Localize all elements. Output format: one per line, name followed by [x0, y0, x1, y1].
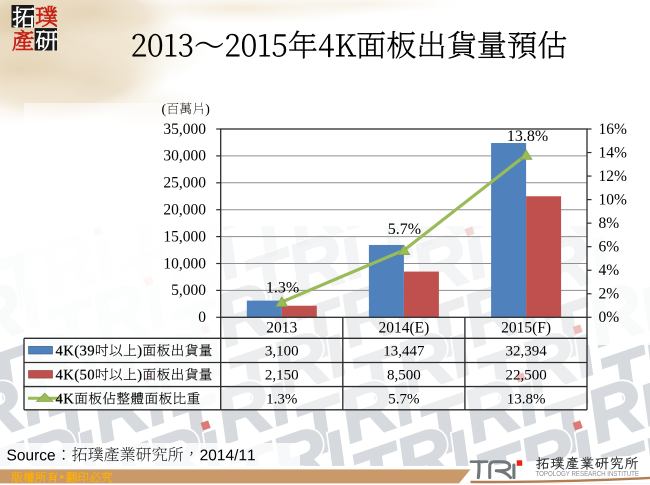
svg-text:1.3%: 1.3% — [266, 279, 299, 296]
svg-text:10%: 10% — [599, 191, 628, 208]
svg-text:8%: 8% — [599, 215, 620, 232]
svg-text:25,000: 25,000 — [163, 175, 206, 192]
svg-text:TOPOLOGY RESEARCH INSTITUTE: TOPOLOGY RESEARCH INSTITUTE — [536, 469, 640, 478]
svg-text:1.3%: 1.3% — [266, 391, 297, 407]
svg-text:4%: 4% — [599, 262, 620, 279]
svg-text:2015(F): 2015(F) — [501, 320, 551, 337]
svg-text:2013: 2013 — [266, 320, 297, 337]
svg-text:16%: 16% — [599, 121, 628, 138]
svg-text:2,150: 2,150 — [265, 367, 299, 383]
svg-text:0%: 0% — [599, 309, 620, 326]
svg-text:30,000: 30,000 — [163, 148, 206, 165]
svg-text:20,000: 20,000 — [163, 202, 206, 219]
svg-text:15,000: 15,000 — [163, 228, 206, 245]
svg-text:13.8%: 13.8% — [507, 128, 548, 145]
svg-text:2014(E): 2014(E) — [379, 320, 430, 337]
svg-text:2%: 2% — [599, 286, 620, 303]
svg-text:6%: 6% — [599, 238, 620, 255]
svg-text:3,100: 3,100 — [265, 343, 299, 359]
svg-text:8,500: 8,500 — [387, 367, 421, 383]
svg-text:22,500: 22,500 — [505, 367, 546, 383]
svg-text:12%: 12% — [599, 168, 628, 185]
svg-text:32,394: 32,394 — [505, 343, 547, 359]
svg-text:13.8%: 13.8% — [507, 391, 546, 407]
svg-text:5,000: 5,000 — [171, 282, 206, 299]
svg-text:35,000: 35,000 — [163, 121, 206, 138]
svg-text:13,447: 13,447 — [383, 343, 425, 359]
svg-text:10,000: 10,000 — [163, 255, 206, 272]
svg-text:14%: 14% — [599, 144, 628, 161]
svg-text:5.7%: 5.7% — [388, 221, 421, 238]
svg-text:0: 0 — [198, 309, 206, 326]
svg-text:5.7%: 5.7% — [388, 391, 419, 407]
